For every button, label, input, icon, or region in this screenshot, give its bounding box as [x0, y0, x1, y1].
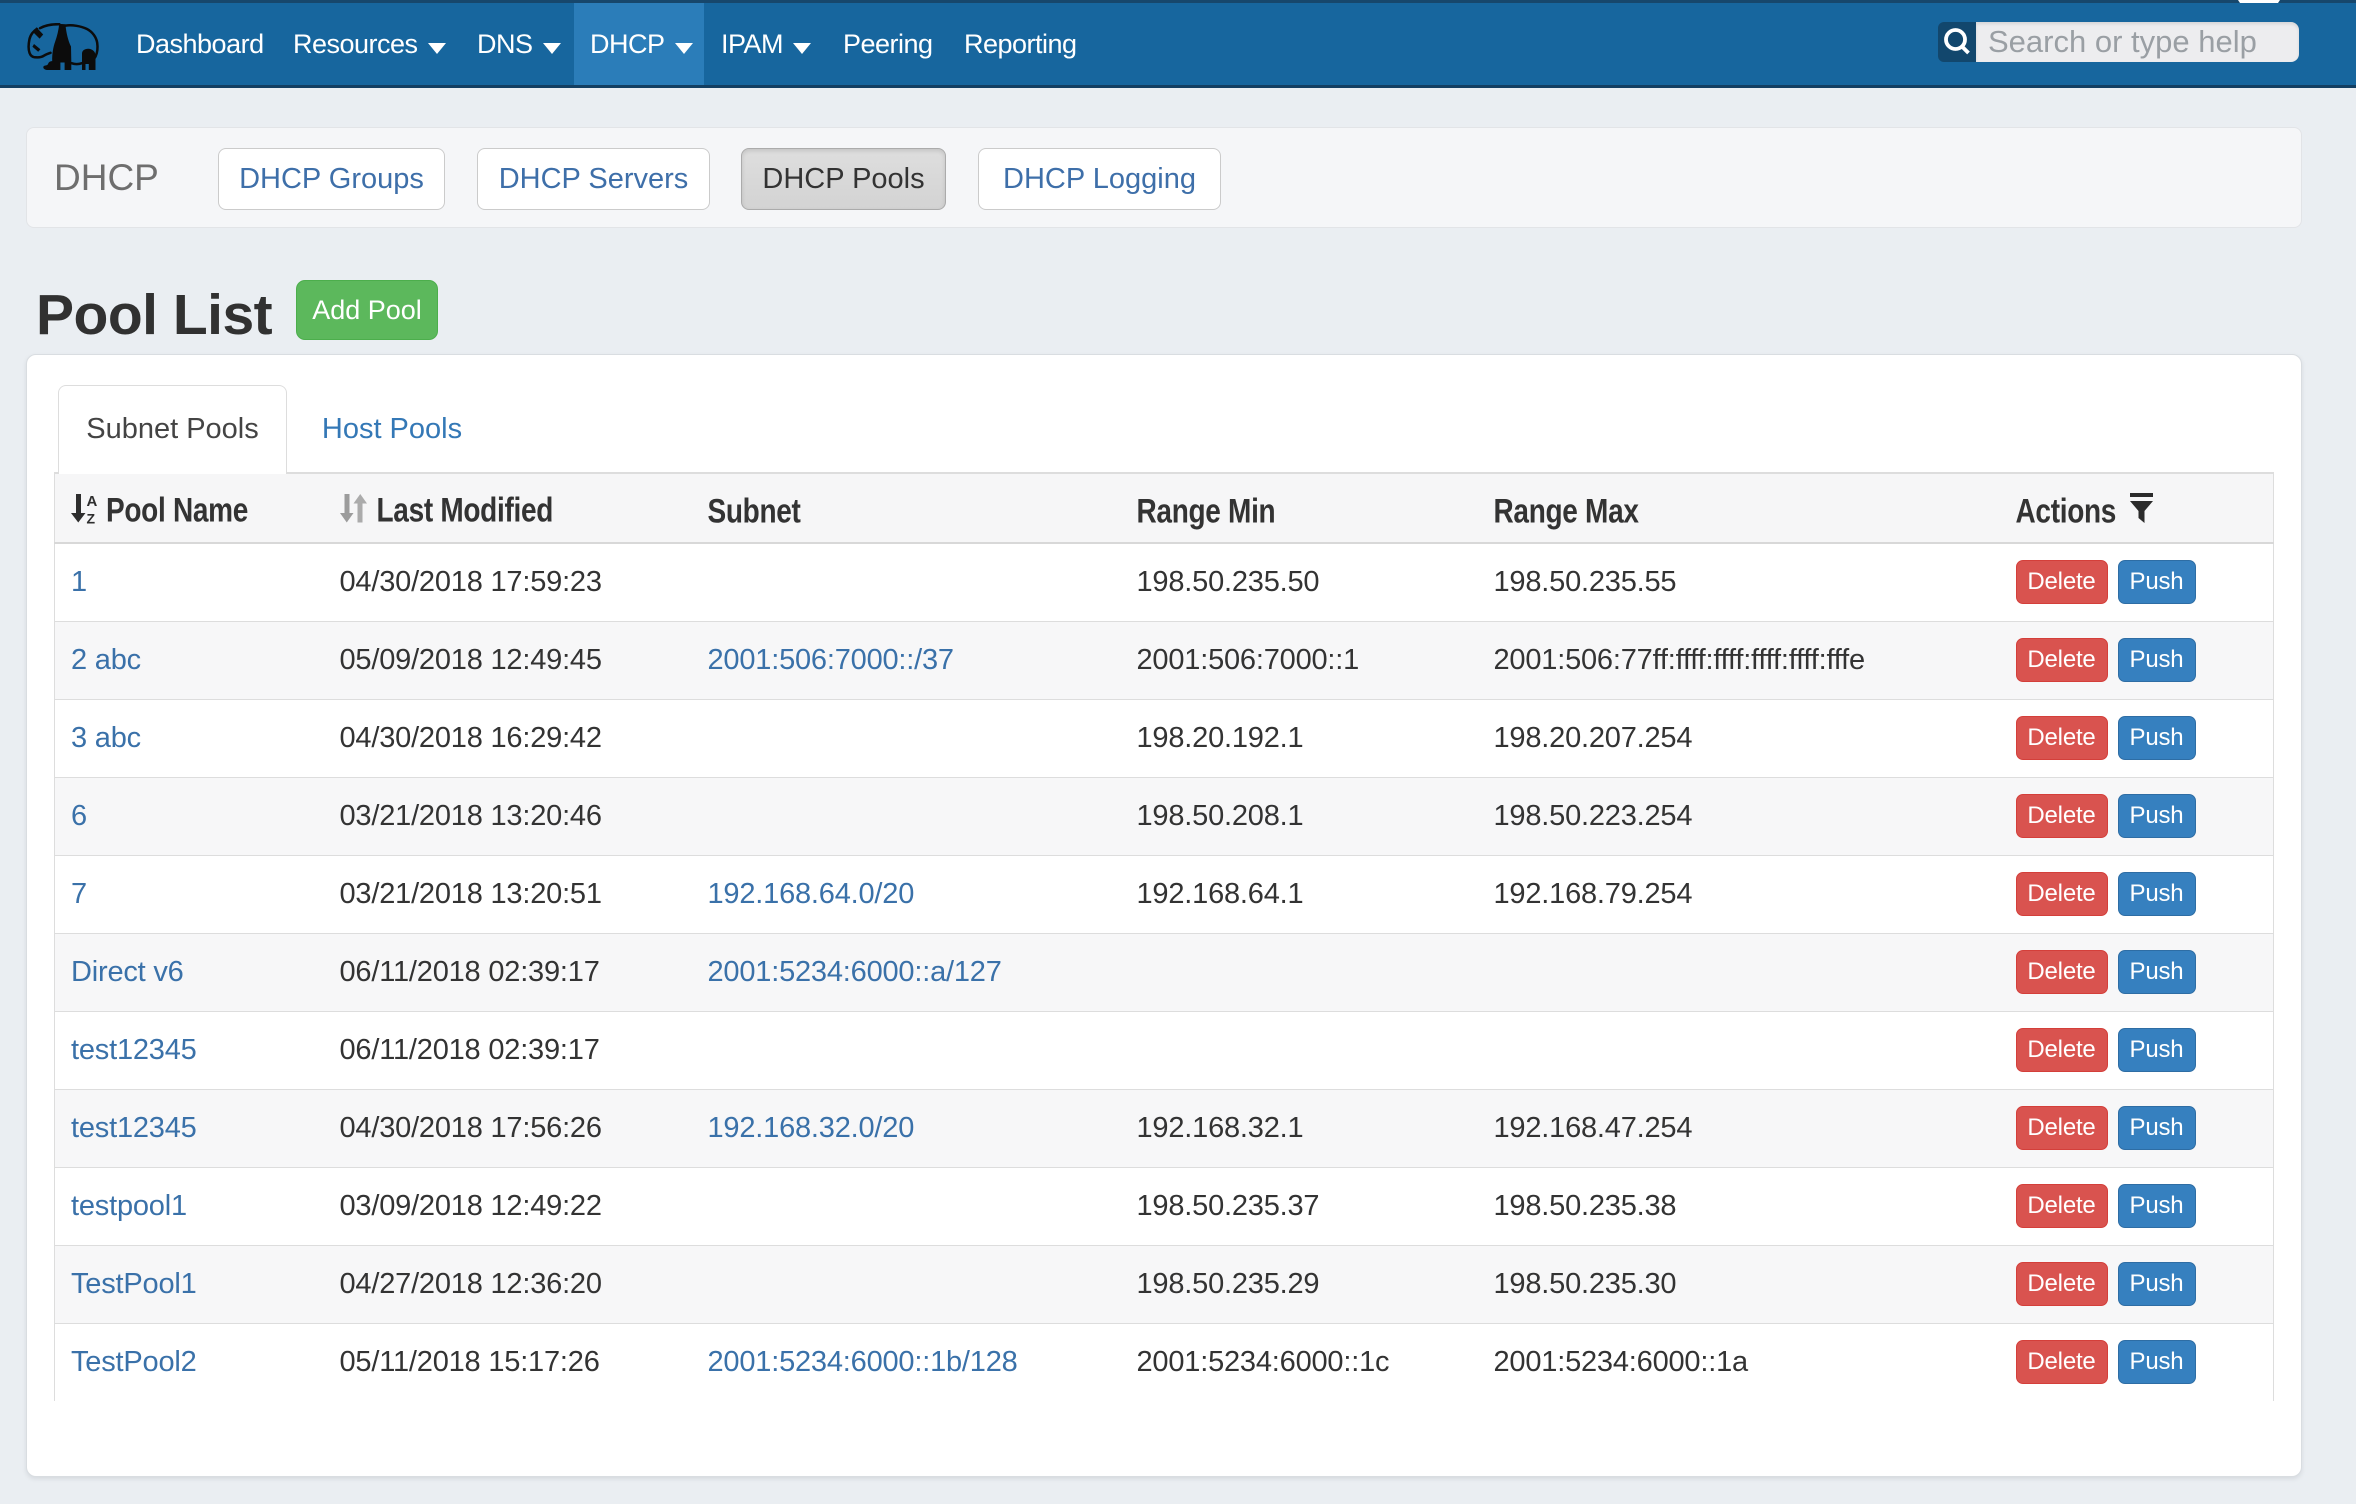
- svg-text:A: A: [87, 493, 98, 510]
- svg-text:Z: Z: [87, 511, 96, 526]
